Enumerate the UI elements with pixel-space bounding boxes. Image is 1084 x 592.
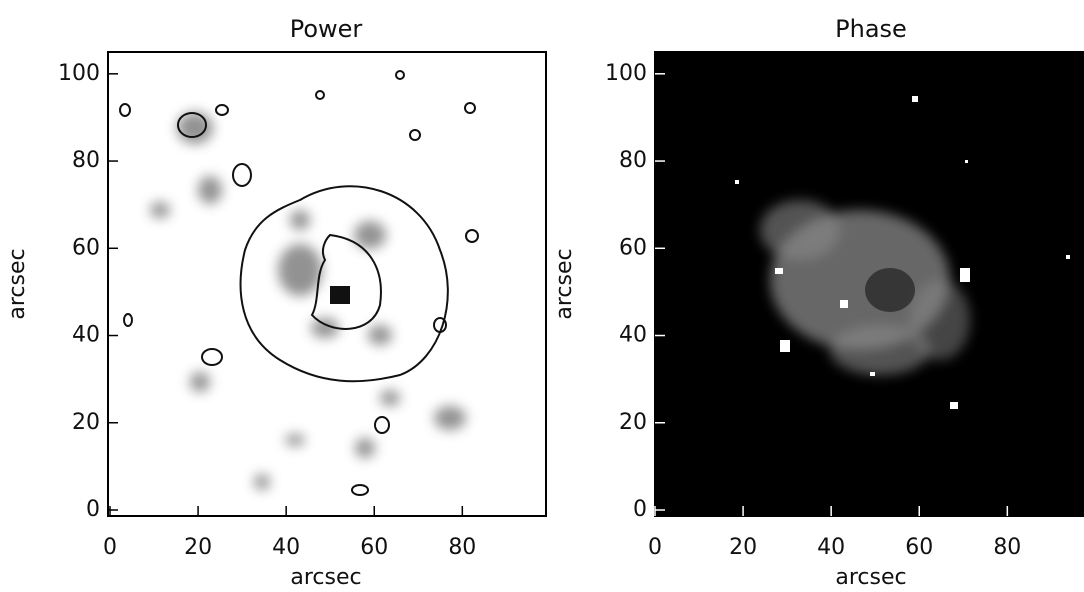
x-tick-label: 80 (993, 535, 1021, 560)
y-tick-label: 80 (72, 148, 100, 173)
y-tick-label: 60 (619, 235, 647, 260)
x-tick-label: 60 (905, 535, 933, 560)
y-tick-label: 100 (58, 61, 100, 86)
x-tick-label: 40 (817, 535, 845, 560)
power-map (108, 52, 546, 516)
y-tick-label: 80 (619, 148, 647, 173)
x-axis-label: arcsec (835, 565, 906, 590)
y-tick-label: 40 (72, 323, 100, 348)
y-tick-label: 0 (86, 497, 100, 522)
x-tick-label: 20 (729, 535, 757, 560)
plot-frame (107, 51, 547, 517)
x-tick-label: 40 (272, 535, 300, 560)
x-tick-label: 80 (448, 535, 476, 560)
y-tick-label: 20 (72, 410, 100, 435)
panel-title: Phase (835, 15, 907, 43)
x-tick-label: 0 (648, 535, 662, 560)
y-axis-label: arcsec (5, 248, 30, 319)
y-tick-label: 20 (619, 410, 647, 435)
x-tick-label: 20 (184, 535, 212, 560)
x-tick-label: 0 (103, 535, 117, 560)
x-axis-label: arcsec (290, 565, 361, 590)
y-tick-label: 0 (633, 497, 647, 522)
y-tick-label: 100 (605, 61, 647, 86)
plot-frame (654, 51, 1084, 517)
panel-title: Power (290, 15, 363, 43)
y-tick-label: 60 (72, 235, 100, 260)
y-axis-label: arcsec (552, 248, 577, 319)
x-tick-label: 60 (360, 535, 388, 560)
phase-map (655, 52, 1084, 516)
y-tick-label: 40 (619, 323, 647, 348)
